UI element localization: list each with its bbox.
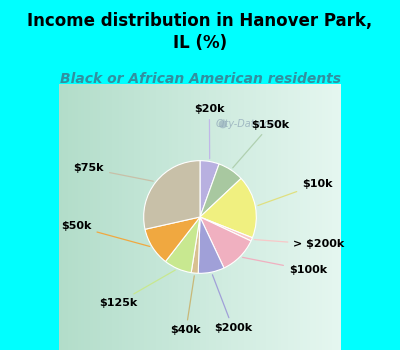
Wedge shape	[191, 217, 200, 273]
Text: $50k: $50k	[61, 222, 150, 246]
Text: $10k: $10k	[258, 179, 333, 205]
Wedge shape	[198, 217, 224, 273]
Text: $125k: $125k	[99, 270, 175, 308]
Wedge shape	[200, 178, 256, 238]
Text: Black or African American residents: Black or African American residents	[60, 72, 340, 86]
Text: Income distribution in Hanover Park,
IL (%): Income distribution in Hanover Park, IL …	[27, 12, 373, 52]
Text: ●: ●	[218, 119, 228, 129]
Wedge shape	[166, 217, 200, 273]
Wedge shape	[144, 161, 200, 229]
Wedge shape	[145, 217, 200, 261]
Text: $75k: $75k	[74, 163, 153, 181]
Text: $200k: $200k	[212, 275, 252, 333]
Text: $100k: $100k	[242, 257, 327, 275]
Text: > $200k: > $200k	[254, 239, 344, 250]
Text: $20k: $20k	[194, 104, 225, 159]
Text: City-Data.com: City-Data.com	[216, 119, 286, 129]
Wedge shape	[200, 164, 241, 217]
Wedge shape	[200, 161, 219, 217]
Wedge shape	[200, 217, 252, 241]
Text: $40k: $40k	[171, 276, 201, 335]
Wedge shape	[200, 217, 251, 268]
Text: $150k: $150k	[233, 120, 290, 168]
